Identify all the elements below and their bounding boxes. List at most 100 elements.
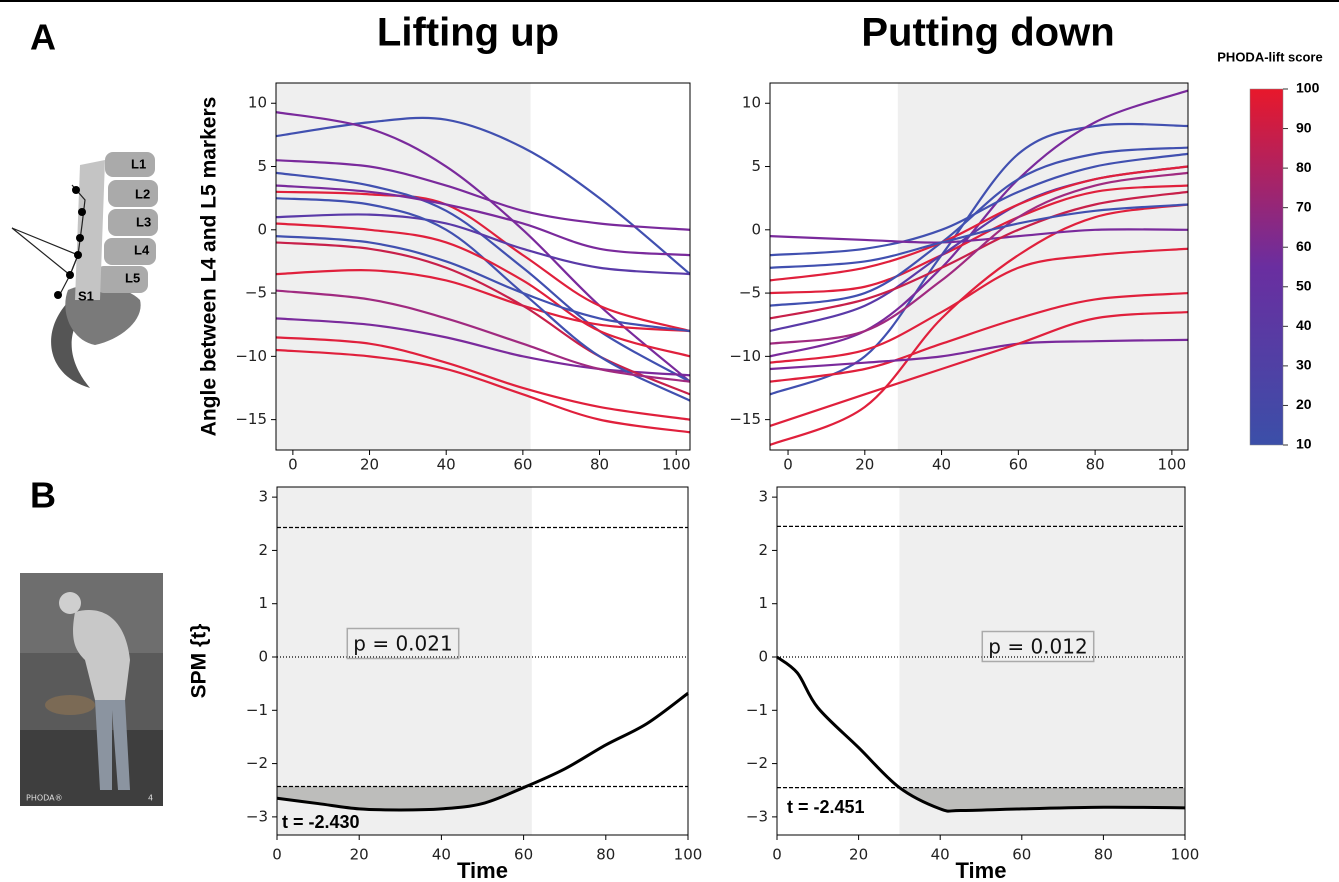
plot-frame <box>776 486 1186 836</box>
p-value-box <box>346 627 460 660</box>
angle-curve <box>276 171 690 383</box>
x-tick-label: 0 <box>288 456 298 474</box>
angle-curve <box>770 338 1188 371</box>
colorbar-tick-label: 20 <box>1296 396 1312 412</box>
angle-curve <box>276 197 690 402</box>
x-tick-label: 20 <box>360 456 379 474</box>
x-tick-label: 60 <box>513 456 532 474</box>
vertebra-label: L2 <box>135 186 150 201</box>
x-tick-label: 0 <box>783 456 793 474</box>
y-tick-label: −5 <box>739 284 761 302</box>
angle-curve <box>276 336 690 421</box>
x-tick-label: 80 <box>1094 846 1113 864</box>
colorbar-tick-label: 70 <box>1296 198 1312 214</box>
y-tick-label: −10 <box>729 347 761 365</box>
x-tick-label: 100 <box>1171 846 1200 864</box>
x-tick-label: 60 <box>1012 846 1031 864</box>
y-tick-label: 0 <box>257 220 267 238</box>
y-tick-label: −15 <box>235 410 267 428</box>
chart-title: Putting down <box>861 11 1114 55</box>
panel-label: A <box>30 17 56 58</box>
y-tick-label: −1 <box>746 701 768 719</box>
chart: −3 −2 −1 0 1 2 3 0 20 40 60 80 100 p = 0.021 t = -2.43… <box>188 486 703 882</box>
t-threshold-annotation: t = -2.451 <box>787 797 865 817</box>
y-tick-label: 1 <box>758 594 768 612</box>
x-tick-label: 0 <box>772 846 782 864</box>
y-tick-label: 0 <box>751 220 761 238</box>
x-tick-label: 40 <box>437 456 456 474</box>
colorbar-tick-label: 80 <box>1296 159 1312 175</box>
y-axis-label: Angle between L4 and L5 markers <box>198 97 221 437</box>
y-tick-label: 10 <box>248 94 267 112</box>
angle-curve <box>770 310 1188 427</box>
colorbar-tick-label: 100 <box>1296 80 1320 96</box>
colorbar-tick-label: 60 <box>1296 238 1312 254</box>
y-axis-label: SPM {t} <box>188 624 211 699</box>
suprathreshold-cluster <box>277 786 688 810</box>
angle-curve <box>770 146 1188 307</box>
x-axis-label: Time <box>457 858 508 882</box>
y-tick-label: 2 <box>258 541 268 559</box>
vertebra-label: L5 <box>125 270 140 285</box>
y-tick-label: 0 <box>258 648 268 666</box>
angle-curve <box>770 203 1188 269</box>
colorbar-title: PHODA-lift score <box>1217 49 1322 64</box>
p-value-box <box>981 630 1095 663</box>
angle-curve <box>276 317 690 377</box>
y-tick-label: −3 <box>246 807 268 825</box>
x-tick-label: 100 <box>674 846 703 864</box>
x-tick-label: 60 <box>514 846 533 864</box>
t-threshold-annotation: t = -2.430 <box>282 812 360 832</box>
vertebra-label: L1 <box>131 156 146 171</box>
photo: PHODA® 4 <box>20 573 163 806</box>
shaded-phase <box>276 83 531 450</box>
y-tick-label: −15 <box>729 410 761 428</box>
suprathreshold-cluster <box>777 787 1185 812</box>
angle-curve <box>770 228 1188 244</box>
plot-frame <box>276 486 689 836</box>
angle-curve <box>276 116 690 275</box>
x-tick-label: 100 <box>662 456 691 474</box>
x-tick-label: 80 <box>590 456 609 474</box>
angle-curve <box>276 235 690 333</box>
spm-curve <box>776 655 1186 813</box>
plot-frame <box>275 82 691 451</box>
y-tick-label: 1 <box>258 594 268 612</box>
x-tick-label: 20 <box>350 846 369 864</box>
spine-diagram: L1 L2 L3 L4 L5 S1 <box>11 152 158 388</box>
p-value-annotation: p = 0.021 <box>353 632 452 656</box>
y-tick-label: −2 <box>246 754 268 772</box>
angle-curve <box>276 348 690 434</box>
y-tick-label: 0 <box>758 648 768 666</box>
photo-caption: PHODA® <box>26 794 63 803</box>
angle-curve <box>770 247 1188 364</box>
angle-curve <box>276 269 690 333</box>
y-tick-label: −2 <box>746 754 768 772</box>
colorbar-tick-label: 10 <box>1296 436 1312 452</box>
colorbar-tick-label: 90 <box>1296 119 1312 135</box>
plot-frame <box>769 82 1189 451</box>
y-tick-label: 2 <box>758 541 768 559</box>
y-tick-label: 10 <box>742 94 761 112</box>
vertebra-label: L3 <box>136 214 151 229</box>
colorbar-tick-label: 30 <box>1296 357 1312 373</box>
angle-curve <box>276 184 690 257</box>
x-tick-label: 20 <box>849 846 868 864</box>
x-tick-label: 60 <box>1009 456 1028 474</box>
vertebra-label: L4 <box>134 242 150 257</box>
y-tick-label: 3 <box>258 488 268 506</box>
x-axis-label: Time <box>956 858 1007 882</box>
spm-curve <box>276 692 689 812</box>
angle-curve <box>770 165 1188 282</box>
x-tick-label: 40 <box>932 456 951 474</box>
chart: −3 −2 −1 0 1 2 3 0 20 40 60 80 100 p = 0.012 t = -2.45… <box>746 486 1200 882</box>
angle-curve <box>276 159 690 231</box>
angle-curve <box>276 190 690 333</box>
angle-curve <box>770 171 1188 345</box>
y-tick-label: −3 <box>746 807 768 825</box>
vertebra-label: S1 <box>78 288 94 303</box>
x-tick-label: 40 <box>931 846 950 864</box>
